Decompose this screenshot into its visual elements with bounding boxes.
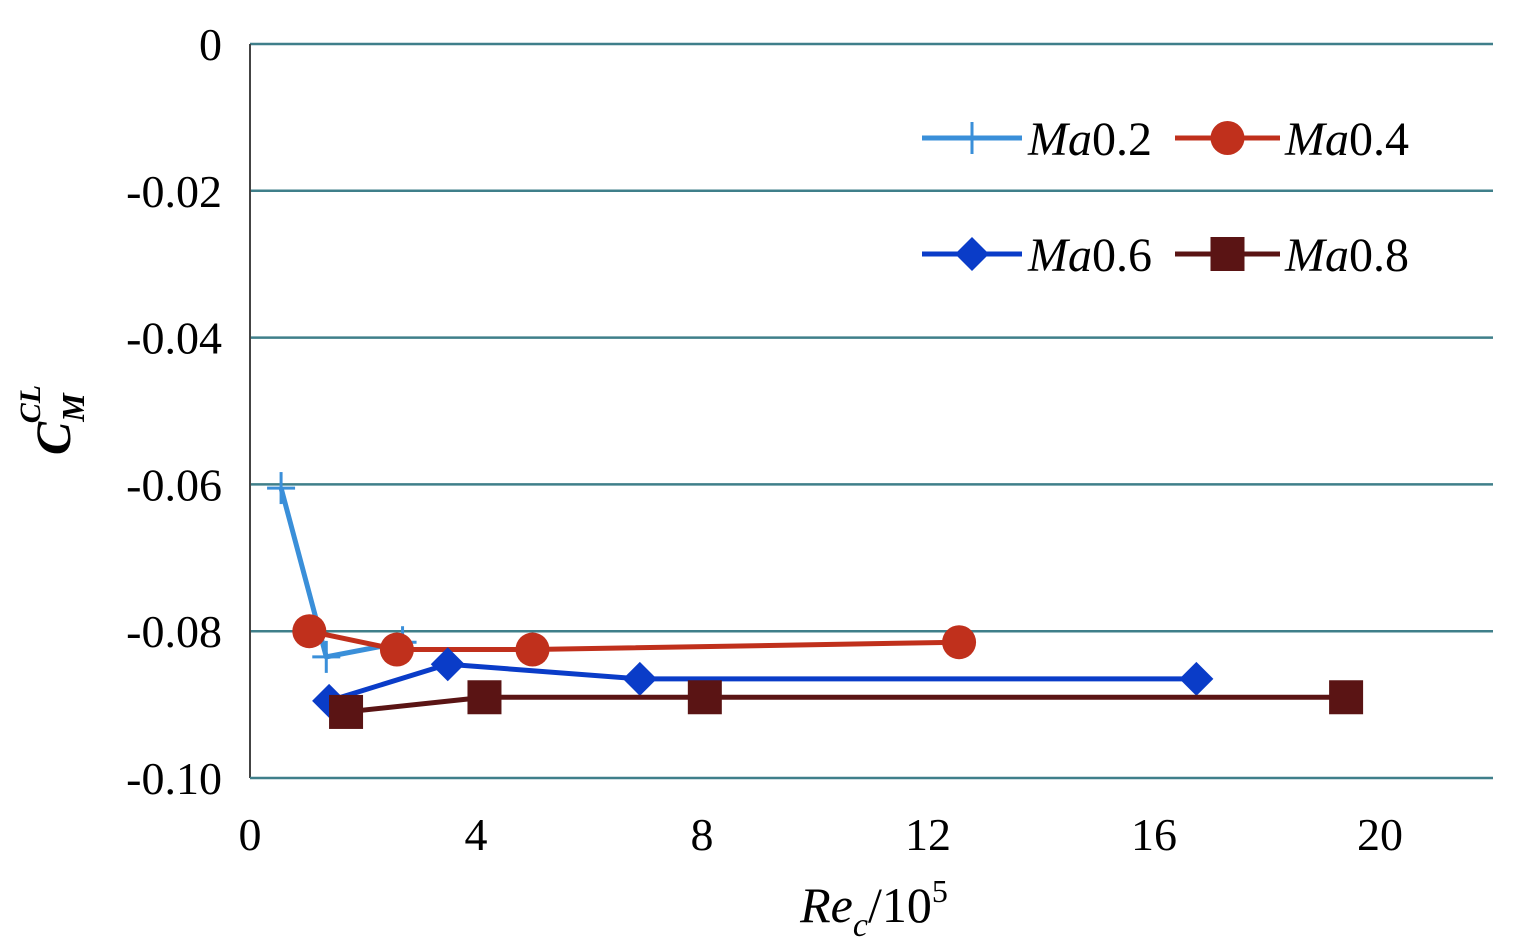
y-tick-label: -0.06 [126, 459, 222, 510]
y-axis-title-sub: M [55, 392, 91, 423]
data-point [955, 237, 989, 271]
legend-item-Ma0.2: Ma0.2 [922, 113, 1152, 166]
data-point [942, 625, 977, 660]
data-point [515, 632, 550, 667]
series [267, 472, 1364, 729]
x-axis-title-rest: /10 [868, 877, 932, 933]
data-point [1179, 661, 1214, 696]
tick-labels: 0 -0.02 -0.04 -0.06 -0.08 -0.10 0 4 8 12 16 20 [126, 19, 1403, 860]
data-point [430, 647, 465, 682]
data-point [1329, 680, 1364, 715]
data-point [687, 680, 722, 715]
y-axis-title-main: C [25, 421, 81, 455]
series-line [308, 628, 960, 653]
series-Ma0.4 [292, 614, 977, 667]
legend-label: Ma0.6 [1027, 229, 1152, 282]
legend-label: Ma0.4 [1284, 113, 1409, 166]
x-tick-label: 8 [691, 809, 714, 860]
legend-item-Ma0.8: Ma0.8 [1175, 229, 1409, 282]
series-Ma0.6 [312, 647, 1214, 718]
x-tick-label: 12 [905, 809, 951, 860]
x-tick-label: 4 [465, 809, 488, 860]
data-point [622, 661, 657, 696]
x-axis-title-sub: c [853, 907, 868, 944]
axes [249, 44, 1493, 780]
y-tick-label: -0.04 [126, 313, 222, 364]
legend: Ma0.2 Ma0.4 Ma0.6 Ma0.8 [922, 113, 1409, 282]
data-point [329, 694, 364, 729]
y-tick-label: -0.08 [126, 606, 222, 657]
data-point [312, 640, 341, 673]
legend-label: Ma0.8 [1284, 229, 1409, 282]
y-tick-label: -0.10 [126, 753, 222, 804]
legend-label: Ma0.2 [1027, 113, 1152, 166]
data-point [467, 680, 502, 715]
data-point [958, 122, 986, 154]
x-tick-label: 16 [1131, 809, 1177, 860]
legend-item-Ma0.4: Ma0.4 [1175, 113, 1409, 166]
y-axis-title-sup: CL [14, 385, 47, 423]
series-Ma0.8 [329, 680, 1364, 729]
series-line [345, 694, 1347, 715]
y-axis-title: CM CL [14, 385, 91, 455]
x-axis-title-main: Re [799, 877, 853, 933]
data-point [267, 472, 296, 505]
y-tick-label: 0 [199, 19, 222, 70]
data-point [379, 632, 414, 667]
legend-item-Ma0.6: Ma0.6 [922, 229, 1152, 282]
y-tick-label: -0.02 [126, 166, 222, 217]
series-line [328, 661, 1197, 704]
data-point [1210, 237, 1245, 271]
x-axis-title-sup: 5 [932, 873, 948, 909]
x-tick-label: 0 [239, 809, 262, 860]
x-tick-label: 20 [1357, 809, 1403, 860]
x-axis-title: Rec/105 [799, 873, 948, 944]
data-point [1210, 121, 1245, 155]
data-point [292, 614, 327, 649]
grid-lines [250, 42, 1493, 633]
